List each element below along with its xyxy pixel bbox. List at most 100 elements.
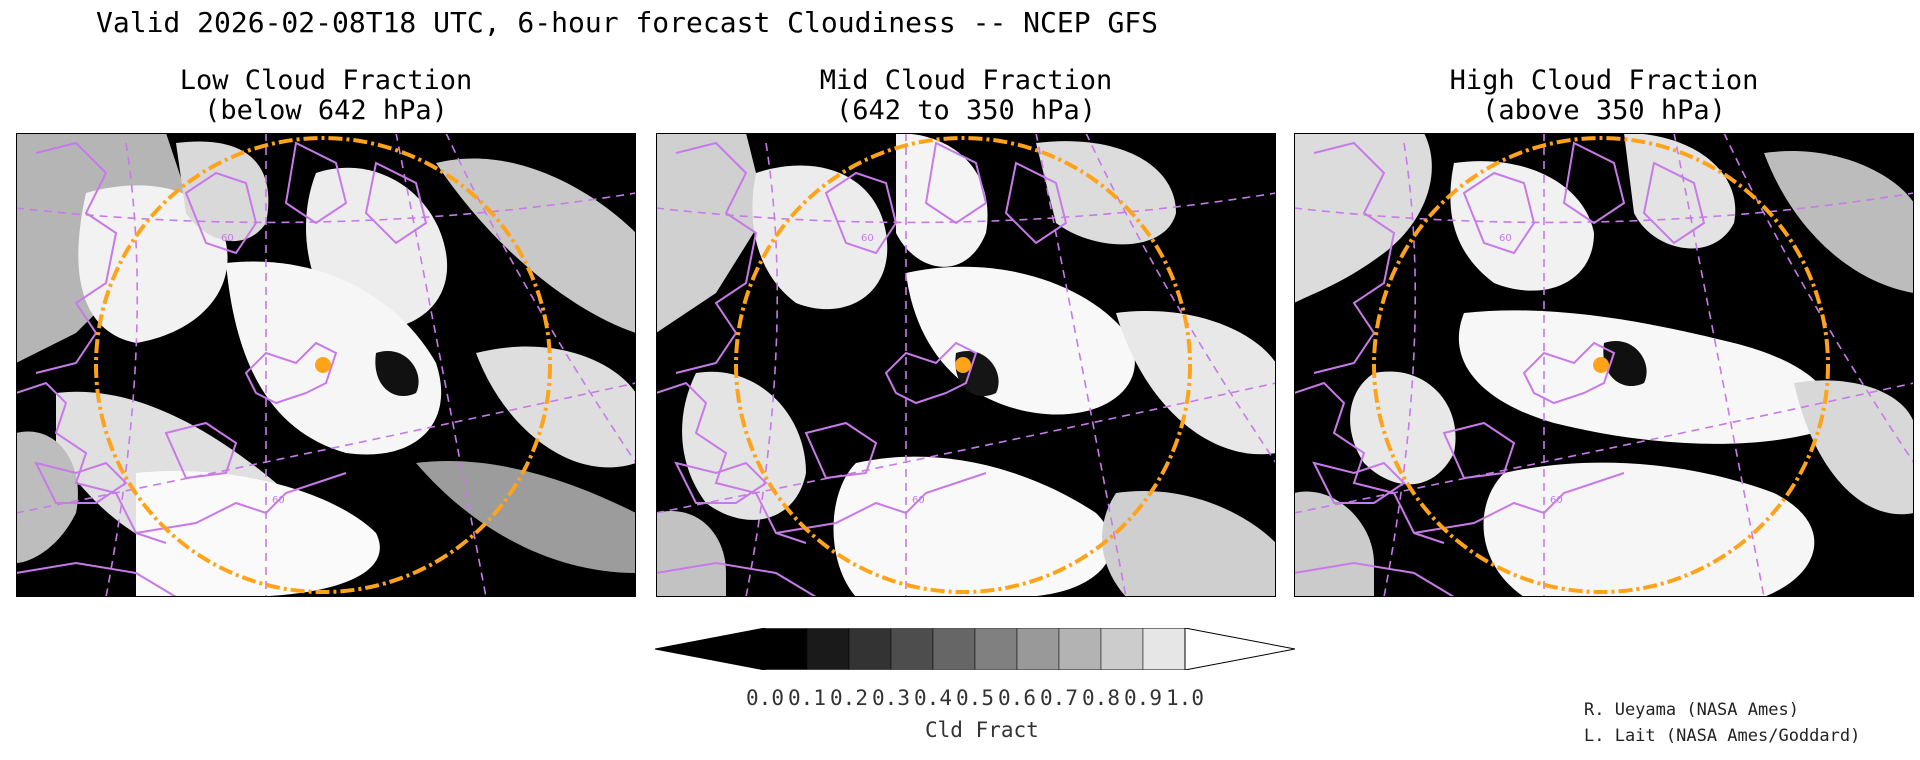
colorbar-under-arrow [655,628,766,670]
colorbar-swatch [932,628,976,670]
colorbar-tick-label: 0.2 [830,686,868,710]
panel-title: Mid Cloud Fraction (642 to 350 hPa) [656,66,1276,126]
colorbar-swatch [1100,628,1144,670]
location-marker [315,357,331,373]
longitude-line [445,133,636,464]
cloud-region [375,351,419,397]
cloud-region [176,141,269,242]
latitude-line [16,382,636,514]
colorbar-tick-label: 1.0 [1166,686,1204,710]
longitude-line [1673,133,1765,597]
longitude-label: 60 [272,495,285,506]
panel-title-line1: High Cloud Fraction [1449,65,1759,96]
coastline [1522,341,1616,405]
panel-high-cloud: High Cloud Fraction (above 350 hPa) 60 60 [1294,0,1914,600]
latitude-line [656,382,1276,514]
graticule [16,133,636,597]
coastline [164,421,238,480]
longitude-label: 60 [1550,495,1563,506]
latitude-line [1294,192,1914,224]
panel-title-line2: (642 to 350 hPa) [835,95,1097,126]
cloud-map: 60 60 [656,133,1276,597]
colorbar-tick-label: 0.1 [788,686,826,710]
cloud-region [656,511,726,597]
longitude-line [105,142,139,597]
cloud-field [656,133,1276,597]
location-marker [1593,357,1609,373]
range-ring [734,136,1192,594]
colorbar-swatch [764,628,808,670]
graticule [656,133,1276,597]
cloud-region [896,133,988,267]
colorbar-tick-labels: 0.0 0.1 0.2 0.3 0.4 0.5 0.6 0.7 0.8 0.9 1.0 [0,686,1920,714]
cloud-region [1483,462,1815,597]
colorbar-over-arrow [1184,628,1295,670]
colorbar-swatch [1142,628,1186,670]
panel-title-line2: (below 642 hPa) [204,95,448,126]
panel-title-line1: Low Cloud Fraction [179,65,473,96]
cloud-region [476,346,636,468]
longitude-line [745,142,779,597]
latitude-line [16,192,636,224]
coastline [1294,381,1445,544]
cloud-region [1794,380,1914,515]
coastline [674,461,768,504]
coastline [1312,461,1406,504]
longitude-line [1085,133,1276,464]
cloud-region [833,456,1112,597]
range-ring [1372,136,1830,594]
coastline [34,461,128,504]
cloud-region [16,431,78,563]
coastline [1004,161,1068,245]
coastline [284,141,348,225]
coastline [364,161,428,245]
coastline [656,561,817,597]
longitude-line [1723,133,1914,464]
colorbar-swatch [890,628,934,670]
colorbar-tick-label: 0.7 [1040,686,1078,710]
credit-line-1: R. Ueyama (NASA Ames) [1584,700,1799,720]
cloud-region [682,371,806,520]
panel-mid-cloud: Mid Cloud Fraction (642 to 350 hPa) 60 60 [656,0,1276,600]
coastline [1562,141,1626,225]
coastline [16,561,177,597]
cloud-region [78,185,228,343]
coastline [1642,161,1706,245]
cloud-region [752,165,888,310]
credit-line-2: L. Lait (NASA Ames/Goddard) [1584,726,1861,746]
colorbar-swatch [848,628,892,670]
figure-title: Valid 2026-02-08T18 UTC, 6-hour forecast… [96,6,1159,39]
cloud-map: 60 60 [16,133,636,597]
panel-title-line1: Mid Cloud Fraction [819,65,1113,96]
cloud-region [136,471,380,597]
coastline [1313,141,1396,374]
coastline [35,141,118,374]
colorbar-tick-label: 0.3 [872,686,910,710]
latitude-line [1294,382,1914,514]
cloud-region [656,133,766,333]
colorbar-tick-label: 0.6 [998,686,1036,710]
latitude-label: 60 [221,233,234,244]
map-frame [16,133,636,597]
colorbar-tick-label: 0.5 [956,686,994,710]
colorbar-swatch [1058,628,1102,670]
latitude-label: 60 [861,233,874,244]
coastline [1294,561,1455,597]
coastline [656,381,807,544]
longitude-line [1035,133,1127,597]
cloud-region [436,158,636,333]
cloud-field [1294,133,1914,597]
colorbar [655,628,1295,670]
coastline [924,141,988,225]
graticule [1294,133,1914,597]
panel-title: High Cloud Fraction (above 350 hPa) [1294,66,1914,126]
colorbar-swatch [974,628,1018,670]
colorbar-tick-label: 0.9 [1124,686,1162,710]
cloud-map: 60 60 [1294,133,1914,597]
colorbar-unit-label: Cld Fract [925,718,1039,742]
panel-low-cloud: Low Cloud Fraction (below 642 hPa) 60 60 [16,0,636,600]
latitude-line [656,192,1276,224]
colorbar-swatch [1016,628,1060,670]
location-marker [955,357,971,373]
coastline [884,341,978,405]
